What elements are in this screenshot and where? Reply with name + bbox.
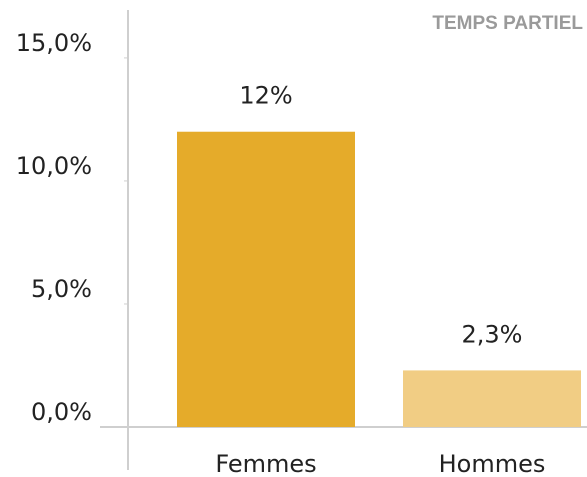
bar [177,131,355,427]
bar [403,370,581,427]
y-tick-label: 5,0% [31,275,92,303]
y-tick-label: 15,0% [16,29,92,57]
data-label: 12% [239,82,292,110]
y-tick-label: 10,0% [16,152,92,180]
chart-title: TEMPS PARTIEL [432,13,583,34]
y-tick-label: 0,0% [31,398,92,426]
data-label: 2,3% [462,320,523,348]
x-tick-label: Femmes [215,450,316,477]
x-tick-label: Hommes [439,450,546,477]
